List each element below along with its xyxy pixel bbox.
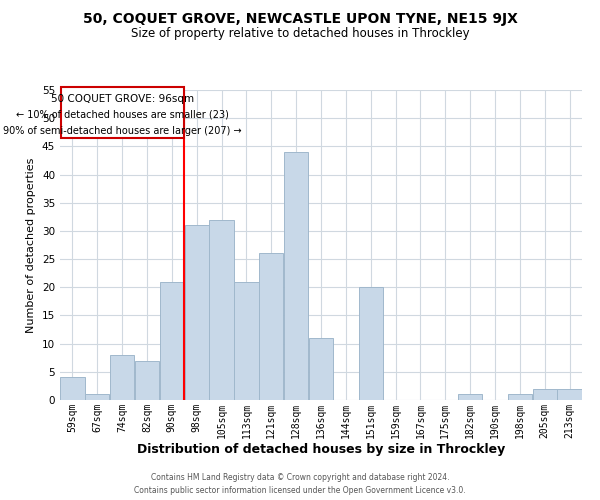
Text: Distribution of detached houses by size in Throckley: Distribution of detached houses by size … [137,442,505,456]
Bar [209,220,234,400]
Text: Size of property relative to detached houses in Throckley: Size of property relative to detached ho… [131,28,469,40]
Bar [309,338,333,400]
Bar [110,355,134,400]
Bar [234,282,259,400]
Bar [160,282,184,400]
Bar [85,394,109,400]
Text: Contains HM Land Registry data © Crown copyright and database right 2024.: Contains HM Land Registry data © Crown c… [151,472,449,482]
Bar [284,152,308,400]
Bar [557,388,582,400]
Text: 90% of semi-detached houses are larger (207) →: 90% of semi-detached houses are larger (… [4,126,242,136]
Text: ← 10% of detached houses are smaller (23): ← 10% of detached houses are smaller (23… [16,110,229,120]
Bar [533,388,557,400]
Bar [359,288,383,400]
Bar [60,378,85,400]
Bar [135,360,159,400]
Y-axis label: Number of detached properties: Number of detached properties [26,158,37,332]
Bar [458,394,482,400]
Text: 50 COQUET GROVE: 96sqm: 50 COQUET GROVE: 96sqm [51,94,194,104]
FancyBboxPatch shape [61,87,184,138]
Text: Contains public sector information licensed under the Open Government Licence v3: Contains public sector information licen… [134,486,466,495]
Text: 50, COQUET GROVE, NEWCASTLE UPON TYNE, NE15 9JX: 50, COQUET GROVE, NEWCASTLE UPON TYNE, N… [83,12,517,26]
Bar [508,394,532,400]
Bar [185,226,209,400]
Bar [259,254,283,400]
